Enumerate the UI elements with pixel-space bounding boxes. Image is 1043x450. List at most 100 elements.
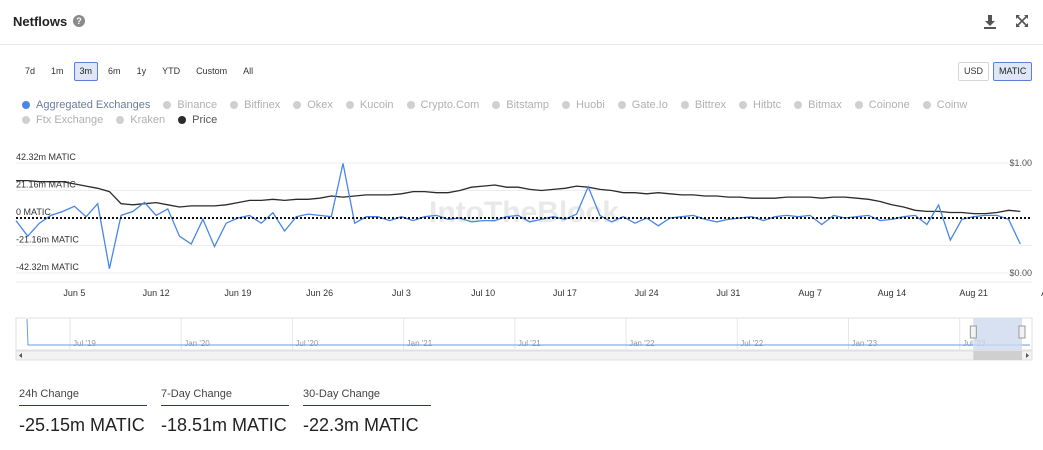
- legend-dot-icon: [406, 101, 415, 109]
- y-right-tick-label: $0.00: [1009, 268, 1032, 278]
- help-icon[interactable]: ?: [73, 15, 85, 27]
- range-all-button[interactable]: All: [237, 62, 260, 81]
- legend-dot-icon: [163, 101, 172, 109]
- y-left-tick-label: 21.16m MATIC: [16, 180, 76, 190]
- range-1y-button[interactable]: 1y: [130, 62, 153, 81]
- legend-item-bitstamp[interactable]: Bitstamp: [492, 98, 549, 112]
- netflow-series-line: [15, 163, 1021, 269]
- legend-dot-icon: [854, 101, 863, 109]
- navigator-tick-label: Jul '21: [518, 339, 541, 348]
- x-tick-label: Aug 7: [798, 288, 822, 298]
- legend-label: Bitmax: [808, 99, 842, 111]
- navigator-tick-label: Jul '19: [73, 339, 96, 348]
- legend-item-coinone[interactable]: Coinone: [854, 98, 910, 112]
- unit-usd-button[interactable]: USD: [958, 62, 990, 81]
- legend-label: Ftx Exchange: [36, 114, 104, 126]
- x-tick-label: Jul 10: [471, 288, 495, 298]
- y-left-tick-label: -21.16m MATIC: [16, 235, 79, 245]
- stat-value: -18.51m MATIC: [161, 415, 287, 435]
- unit-matic-button[interactable]: MATIC: [993, 62, 1033, 81]
- legend-item-bitfinex[interactable]: Bitfinex: [230, 98, 280, 112]
- legend-item-coinw[interactable]: Coinw: [922, 98, 968, 112]
- legend-label: Bitstamp: [506, 99, 550, 111]
- legend-dot-icon: [345, 101, 354, 109]
- navigator-left-handle[interactable]: [969, 325, 977, 339]
- navigator-selection[interactable]: [973, 318, 1022, 350]
- range-6m-button[interactable]: 6m: [102, 62, 127, 81]
- legend-item-gate-io[interactable]: Gate.Io: [617, 98, 668, 112]
- legend-item-bitmax[interactable]: Bitmax: [794, 98, 842, 112]
- navigator-scrollbar-thumb[interactable]: [973, 351, 1022, 360]
- legend-label: Kraken: [130, 114, 166, 126]
- legend-label: Coinone: [868, 99, 910, 111]
- navigator-tick-label: Jul '20: [295, 339, 318, 348]
- navigator-tick-label: Jan '20: [184, 339, 210, 348]
- time-range-selector: 7d 1m 3m 6m 1y YTD Custom All: [19, 62, 260, 81]
- legend-item-huobi[interactable]: Huobi: [562, 98, 605, 112]
- legend-item-kucoin[interactable]: Kucoin: [345, 98, 394, 112]
- legend-dot-icon: [293, 101, 302, 109]
- expand-icon[interactable]: [1015, 14, 1029, 28]
- scroll-left-arrow-icon[interactable]: [19, 353, 22, 358]
- range-custom-button[interactable]: Custom: [190, 62, 234, 81]
- navigator-tick-label: Jan '23: [851, 339, 877, 348]
- legend-dot-icon: [794, 101, 803, 109]
- legend-item-binance[interactable]: Binance: [163, 98, 217, 112]
- legend-label: Bittrex: [694, 99, 727, 111]
- download-icon[interactable]: [983, 14, 997, 30]
- legend-item-price[interactable]: Price: [178, 113, 217, 127]
- legend-dot-icon: [230, 101, 239, 109]
- legend-label: Coinw: [936, 99, 968, 111]
- chart-header: Netflows ?: [0, 0, 1043, 45]
- legend-dot-icon: [739, 101, 748, 109]
- chart-navigator[interactable]: Jul '19 Jan '20 Jul '20 Jan '21 Jul '21 Jan '…: [0, 316, 1043, 364]
- legend-label: Hitbtc: [753, 99, 782, 111]
- navigator-right-handle[interactable]: [1018, 325, 1026, 339]
- legend-item-aggregated-exchanges[interactable]: Aggregated Exchanges: [22, 98, 150, 112]
- range-7d-button[interactable]: 7d: [19, 62, 42, 81]
- legend-item-hitbtc[interactable]: Hitbtc: [739, 98, 781, 112]
- y-left-tick-label: 0 MATIC: [16, 207, 51, 217]
- legend-label: Aggregated Exchanges: [36, 99, 151, 111]
- legend-item-ftx-exchange[interactable]: Ftx Exchange: [22, 113, 103, 127]
- legend-dot-icon: [22, 116, 30, 124]
- legend-item-bittrex[interactable]: Bittrex: [680, 98, 727, 112]
- legend-item-crypto-com[interactable]: Crypto.Com: [406, 98, 480, 112]
- navigator-tick-label: Jan '21: [407, 339, 433, 348]
- legend-label: Okex: [307, 99, 333, 111]
- legend-dot-icon: [922, 101, 931, 109]
- range-ytd-button[interactable]: YTD: [156, 62, 187, 81]
- x-tick-label: Aug 14: [878, 288, 907, 298]
- legend-item-kraken[interactable]: Kraken: [116, 113, 165, 127]
- x-tick-label: Aug 21: [959, 288, 988, 298]
- x-tick-label: Jun 26: [306, 288, 333, 298]
- x-tick-label: Jul 24: [635, 288, 659, 298]
- navigator-scrollbar-track[interactable]: [15, 350, 1033, 361]
- legend-dot-icon: [492, 101, 501, 109]
- legend-item-okex[interactable]: Okex: [293, 98, 333, 112]
- legend-dot-icon: [680, 101, 689, 109]
- range-1m-button[interactable]: 1m: [45, 62, 70, 81]
- y-left-tick-label: 42.32m MATIC: [16, 152, 76, 162]
- x-tick-label: Jun 19: [224, 288, 251, 298]
- watermark-text: IntoTheBlock: [429, 196, 619, 229]
- stat-7d: 7-Day Change -18.51m MATIC: [161, 388, 289, 436]
- price-series-line: [16, 179, 1021, 215]
- unit-selector: USD MATIC: [958, 62, 1033, 81]
- legend-label: Crypto.Com: [420, 99, 480, 111]
- stat-24h: 24h Change -25.15m MATIC: [19, 388, 147, 436]
- legend-label: Price: [192, 114, 218, 126]
- legend-label: Bitfinex: [244, 99, 281, 111]
- legend-dot-icon: [617, 101, 626, 109]
- legend-label: Huobi: [576, 99, 605, 111]
- legend-label: Kucoin: [359, 99, 394, 111]
- stat-30d: 30-Day Change -22.3m MATIC: [303, 388, 431, 436]
- legend-label: Gate.Io: [631, 99, 668, 111]
- range-3m-button[interactable]: 3m: [73, 62, 99, 81]
- scroll-right-arrow-icon[interactable]: [1026, 353, 1029, 358]
- page-title: Netflows: [13, 14, 68, 29]
- stat-value: -22.3m MATIC: [303, 415, 419, 435]
- x-tick-label: Jul 3: [392, 288, 411, 298]
- chart-legend: Aggregated Exchanges Binance Bitfinex Okex K…: [22, 98, 1032, 128]
- navigator-tick-label: Jul '22: [740, 339, 763, 348]
